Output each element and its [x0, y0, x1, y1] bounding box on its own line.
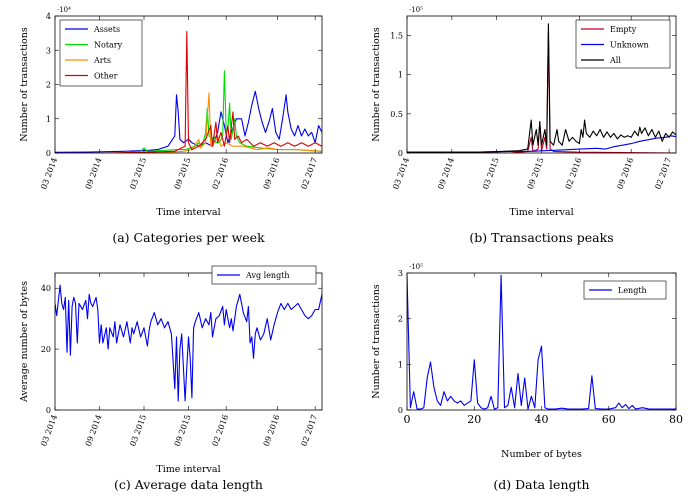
y-multiplier: ·10⁵ — [409, 6, 423, 14]
x-tick-label: 02 2017 — [653, 156, 673, 190]
x-tick-label: 02 2016 — [211, 156, 231, 190]
y-axis-label: Number of transactions — [371, 284, 382, 399]
legend-label: Assets — [93, 25, 120, 34]
y-tick-label: 4 — [46, 12, 51, 21]
x-tick-label: 09 2015 — [526, 156, 546, 190]
y-tick-label: 0 — [398, 406, 403, 415]
x-tick-label: 09 2014 — [84, 156, 104, 190]
legend: Length — [583, 280, 667, 300]
legend-label: Empty — [610, 25, 637, 34]
legend: Empty Unknown All — [575, 19, 671, 69]
y-multiplier: ·10⁵ — [409, 263, 423, 271]
x-tick-label: 09 2016 — [262, 156, 282, 190]
x-tick-label: 03 2014 — [391, 156, 411, 190]
legend: Assets Notary Arts Other — [59, 19, 143, 87]
series-group — [407, 274, 676, 410]
series-line-unknown — [407, 135, 676, 153]
x-tick-label: 03 2014 — [39, 413, 59, 447]
x-tick-label: 02 2017 — [300, 413, 320, 447]
x-tick-label: 09 2014 — [436, 156, 456, 190]
subfigure-caption: (b) Transactions peaks — [469, 230, 613, 245]
x-axis-label: Time interval — [156, 464, 220, 475]
chart-panel-1: 0 1 2 3 4 03 2014 09 2014 03 2015 09 2015 02 2016… — [19, 6, 323, 245]
x-tick-label: 03 2015 — [128, 413, 148, 447]
series-group — [55, 30, 322, 153]
x-tick-label: 02 2016 — [211, 413, 231, 447]
y-tick-label: 0 — [398, 149, 403, 158]
y-tick-label: 0.5 — [390, 110, 403, 119]
y-tick-label: 3 — [46, 46, 51, 55]
y-axis-label: Number of transactions — [19, 27, 30, 142]
x-tick-label: 60 — [602, 413, 616, 426]
y-tick-label: 1 — [398, 71, 403, 80]
chart-panel-3: 0 20 40 03 2014 09 2014 03 2015 09 2015 02 2016… — [19, 265, 323, 492]
y-tick-label: 0 — [46, 406, 51, 415]
series-line-arts — [55, 92, 322, 153]
legend-label: Avg length — [245, 271, 290, 280]
legend-box — [211, 265, 317, 285]
x-tick-label: 40 — [535, 413, 549, 426]
y-tick-label: 20 — [41, 345, 51, 354]
x-axis-label: Number of bytes — [501, 449, 582, 460]
legend-box — [583, 280, 667, 300]
x-tick-label: 0 — [404, 413, 411, 426]
x-tick-label: 02 2016 — [564, 156, 584, 190]
y-tick-label: 1.5 — [390, 32, 403, 41]
x-tick-label: 09 2014 — [84, 413, 104, 447]
y-axis-label: Number of transactions — [371, 27, 382, 142]
y-tick-label: 1 — [46, 115, 51, 124]
legend-label: Arts — [93, 56, 111, 65]
x-tick-label: 80 — [669, 413, 683, 426]
subfigure-caption: (c) Average data length — [114, 477, 263, 492]
legend-label: Unknown — [610, 41, 649, 50]
x-tick-label: 03 2014 — [39, 156, 59, 190]
subfigure-caption: (d) Data length — [493, 477, 589, 492]
series-group — [55, 284, 322, 402]
x-tick-label: 09 2016 — [262, 413, 282, 447]
y-tick-label: 2 — [398, 315, 403, 324]
series-line-assets — [55, 90, 322, 153]
y-tick-label: 40 — [41, 284, 51, 293]
series-line-other — [55, 30, 322, 153]
x-tick-label: 20 — [467, 413, 481, 426]
chart-panel-2: 0 0.5 1 1.5 03 2014 09 2014 03 2015 09 2015 02 2… — [371, 6, 677, 245]
x-axis-label: Time interval — [156, 207, 220, 218]
legend-label: Length — [618, 286, 647, 295]
x-tick-label: 09 2015 — [173, 413, 193, 447]
y-tick-label: 2 — [46, 81, 51, 90]
legend-label: Notary — [94, 41, 123, 50]
legend-label: Other — [94, 72, 118, 81]
x-axis-label: Time interval — [509, 207, 573, 218]
series-line-length — [407, 274, 676, 410]
y-multiplier: ·10⁴ — [57, 6, 71, 14]
y-axis-label: Average number of bytes — [19, 281, 30, 403]
legend-label: All — [609, 56, 621, 65]
y-tick-label: 3 — [398, 269, 403, 278]
series-line-avg-length — [55, 284, 322, 402]
y-tick-label: 0 — [46, 149, 51, 158]
y-tick-label: 1 — [398, 360, 403, 369]
x-tick-label: 09 2015 — [173, 156, 193, 190]
series-line-all — [407, 23, 676, 153]
x-tick-label: 03 2015 — [128, 156, 148, 190]
subfigure-caption: (a) Categories per week — [112, 230, 265, 245]
x-tick-label: 03 2015 — [481, 156, 501, 190]
chart-panel-4: 0 1 2 3 0 20 40 60 80 ·10⁵ Number of bytes Number o… — [371, 263, 683, 492]
x-tick-label: 02 2017 — [300, 156, 320, 190]
x-tick-label: 09 2016 — [616, 156, 636, 190]
legend: Avg length — [211, 265, 317, 285]
